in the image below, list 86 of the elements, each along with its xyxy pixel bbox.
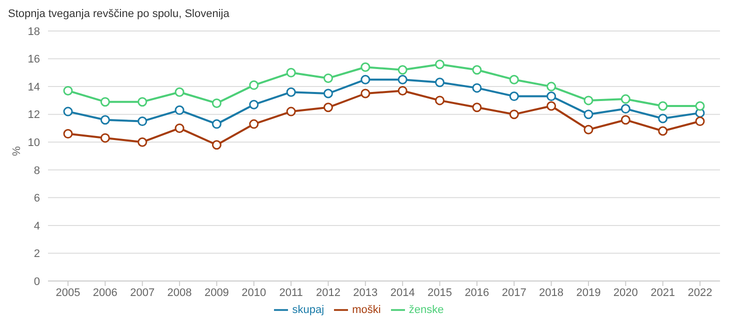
point bbox=[212, 98, 222, 108]
point bbox=[63, 129, 73, 139]
point bbox=[584, 96, 594, 106]
x-tick-label: 2008 bbox=[167, 286, 192, 299]
y-tick-label: 12 bbox=[28, 109, 40, 122]
point bbox=[546, 82, 556, 92]
y-tick-label: 2 bbox=[34, 248, 40, 260]
y-tick-label: 10 bbox=[28, 137, 40, 150]
point bbox=[360, 88, 370, 98]
y-tick-label: 16 bbox=[28, 54, 40, 66]
legend-label: ženske bbox=[408, 304, 444, 316]
point bbox=[174, 123, 184, 133]
point bbox=[584, 110, 594, 120]
point bbox=[138, 97, 148, 107]
point bbox=[435, 96, 445, 106]
point bbox=[435, 60, 445, 70]
point bbox=[620, 104, 630, 114]
legend-label: moški bbox=[352, 304, 381, 316]
point bbox=[249, 100, 259, 110]
x-tick-label: 2014 bbox=[390, 286, 415, 299]
point bbox=[620, 115, 630, 125]
point bbox=[472, 83, 482, 93]
point bbox=[695, 101, 705, 111]
x-tick-label: 2018 bbox=[539, 286, 564, 299]
point bbox=[472, 65, 482, 75]
point bbox=[546, 92, 556, 102]
x-tick-label: 2019 bbox=[576, 286, 601, 299]
point bbox=[100, 97, 110, 107]
point bbox=[174, 105, 184, 115]
point bbox=[509, 92, 519, 102]
point bbox=[174, 87, 184, 97]
point bbox=[63, 106, 73, 116]
point bbox=[360, 74, 370, 84]
y-tick-label: 4 bbox=[34, 220, 40, 232]
point bbox=[398, 65, 408, 75]
point bbox=[138, 137, 148, 147]
y-tick-label: 6 bbox=[34, 192, 40, 205]
y-tick-label: 14 bbox=[28, 81, 40, 94]
point bbox=[398, 74, 408, 84]
x-tick-label: 2009 bbox=[204, 286, 229, 299]
point bbox=[212, 140, 222, 150]
point bbox=[584, 124, 594, 134]
x-tick-label: 2020 bbox=[613, 286, 638, 299]
x-tick-label: 2006 bbox=[92, 286, 118, 299]
point bbox=[435, 78, 445, 88]
point bbox=[212, 119, 222, 129]
point bbox=[323, 102, 333, 112]
point bbox=[509, 110, 519, 120]
y-tick-label: 0 bbox=[34, 276, 40, 288]
x-tick-label: 2017 bbox=[502, 286, 526, 299]
x-tick-label: 2016 bbox=[464, 286, 490, 299]
point bbox=[658, 101, 668, 111]
point bbox=[63, 86, 73, 96]
x-tick-label: 2011 bbox=[279, 286, 303, 299]
point bbox=[658, 114, 668, 124]
point bbox=[286, 68, 296, 78]
y-axis-title: % bbox=[10, 146, 23, 156]
point bbox=[100, 133, 110, 143]
x-tick-label: 2010 bbox=[242, 286, 266, 299]
x-tick-label: 2013 bbox=[353, 286, 378, 299]
point bbox=[695, 116, 705, 126]
point bbox=[100, 115, 110, 125]
point bbox=[323, 88, 333, 98]
x-tick-label: 2012 bbox=[316, 286, 340, 299]
x-tick-label: 2005 bbox=[56, 286, 80, 299]
point bbox=[546, 101, 556, 111]
point bbox=[249, 80, 259, 90]
point bbox=[658, 126, 668, 136]
point bbox=[323, 73, 333, 83]
point bbox=[472, 102, 482, 112]
point bbox=[398, 86, 408, 96]
point bbox=[249, 119, 259, 129]
point bbox=[138, 116, 148, 126]
point bbox=[360, 62, 370, 72]
x-tick-label: 2015 bbox=[428, 286, 452, 299]
point bbox=[620, 94, 630, 104]
x-tick-label: 2022 bbox=[688, 286, 712, 299]
chart-title: Stopnja tveganja revščine po spolu, Slovenija bbox=[8, 8, 230, 20]
y-tick-label: 8 bbox=[34, 164, 40, 177]
y-tick-label: 18 bbox=[28, 26, 40, 38]
x-tick-label: 2021 bbox=[650, 286, 676, 299]
point bbox=[286, 87, 296, 97]
point bbox=[509, 74, 519, 84]
point bbox=[286, 106, 296, 116]
legend-label: skupaj bbox=[292, 304, 324, 316]
x-tick-label: 2007 bbox=[130, 286, 155, 299]
